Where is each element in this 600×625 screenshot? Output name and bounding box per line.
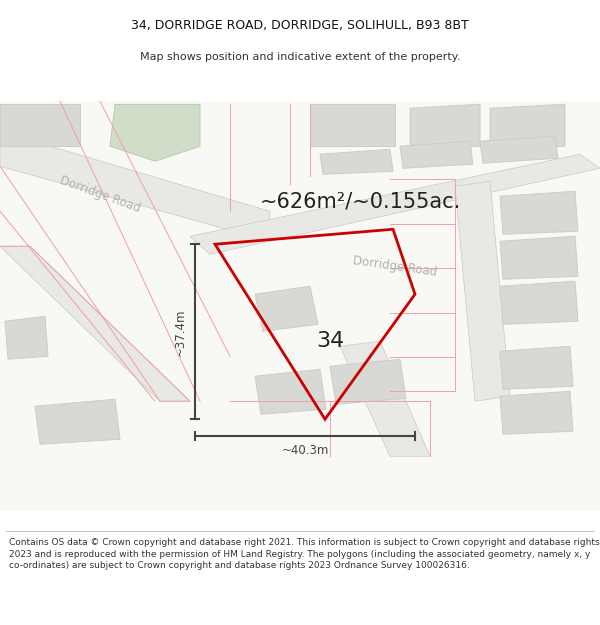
Polygon shape (255, 369, 326, 414)
Polygon shape (400, 141, 473, 168)
Polygon shape (340, 341, 430, 456)
Polygon shape (500, 391, 573, 434)
Polygon shape (310, 104, 395, 146)
Polygon shape (480, 136, 558, 163)
Polygon shape (35, 399, 120, 444)
Polygon shape (490, 104, 565, 149)
Text: 34, DORRIDGE ROAD, DORRIDGE, SOLIHULL, B93 8BT: 34, DORRIDGE ROAD, DORRIDGE, SOLIHULL, B… (131, 19, 469, 31)
Polygon shape (110, 104, 200, 161)
Polygon shape (330, 359, 406, 404)
Polygon shape (0, 104, 80, 146)
Polygon shape (455, 181, 510, 401)
Polygon shape (500, 346, 573, 389)
Text: ~40.3m: ~40.3m (281, 444, 329, 458)
Polygon shape (190, 154, 600, 254)
Polygon shape (500, 281, 578, 324)
Text: Map shows position and indicative extent of the property.: Map shows position and indicative extent… (140, 52, 460, 62)
Text: Dorridge Road: Dorridge Road (58, 174, 142, 215)
Text: ~37.4m: ~37.4m (174, 308, 187, 356)
Polygon shape (255, 286, 318, 331)
Polygon shape (0, 246, 190, 401)
Polygon shape (320, 149, 393, 174)
Polygon shape (500, 191, 578, 234)
Polygon shape (5, 316, 48, 359)
Polygon shape (500, 236, 578, 279)
Text: Dorridge Road: Dorridge Road (352, 254, 438, 279)
Polygon shape (410, 104, 480, 149)
Text: 34: 34 (316, 331, 344, 351)
Text: ~626m²/~0.155ac.: ~626m²/~0.155ac. (259, 191, 461, 211)
Polygon shape (0, 131, 270, 241)
Text: Contains OS data © Crown copyright and database right 2021. This information is : Contains OS data © Crown copyright and d… (9, 538, 599, 571)
